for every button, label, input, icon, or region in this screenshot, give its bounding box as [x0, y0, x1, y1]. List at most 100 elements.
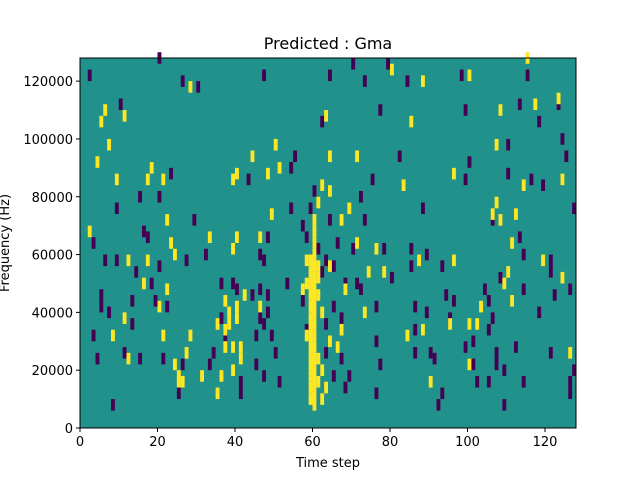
low-cell [324, 318, 329, 330]
low-cell [548, 254, 553, 267]
low-cell [246, 173, 251, 186]
high-cell [300, 283, 305, 296]
high-cell [223, 323, 228, 336]
low-cell [130, 295, 135, 307]
low-cell [153, 295, 158, 307]
high-cell [475, 318, 480, 330]
high-cell [308, 358, 313, 371]
low-cell [312, 185, 317, 197]
low-cell [343, 381, 348, 394]
high-cell [339, 323, 344, 336]
high-cell [428, 375, 433, 388]
high-cell [494, 138, 499, 151]
low-cell [475, 375, 480, 388]
high-cell [231, 364, 236, 376]
low-cell [114, 202, 119, 215]
high-cell [87, 225, 92, 238]
low-cell [436, 399, 441, 411]
low-cell [413, 347, 418, 359]
high-cell [235, 167, 239, 180]
low-cell [192, 214, 197, 226]
low-cell [184, 254, 189, 267]
low-cell [114, 254, 119, 267]
low-cell [409, 243, 414, 255]
high-cell [149, 162, 154, 174]
low-cell [99, 300, 104, 313]
high-cell [145, 173, 150, 186]
low-cell [541, 179, 546, 191]
low-cell [145, 231, 150, 243]
low-cell [494, 358, 499, 371]
x-tick-label: 0 [76, 435, 84, 450]
high-cell [107, 138, 112, 151]
low-cell [413, 323, 418, 336]
high-cell [328, 150, 332, 163]
low-cell [316, 243, 321, 255]
high-cell [111, 329, 115, 342]
high-cell [312, 225, 317, 238]
high-cell [258, 300, 263, 313]
low-cell [250, 289, 255, 301]
x-tick-label: 60 [304, 435, 321, 450]
low-cell [502, 399, 507, 411]
high-cell [347, 202, 352, 215]
high-cell [173, 358, 177, 371]
high-cell [266, 167, 270, 180]
high-cell [343, 283, 348, 296]
high-cell [188, 329, 193, 342]
x-tick-label: 100 [455, 435, 480, 450]
x-tick-label: 40 [227, 435, 244, 450]
low-cell [486, 295, 491, 307]
high-cell [320, 179, 325, 191]
high-cell [238, 352, 243, 365]
low-cell [254, 358, 259, 371]
low-cell [440, 387, 445, 400]
high-cell [312, 341, 317, 353]
high-cell [304, 329, 309, 342]
low-cell [211, 347, 216, 359]
low-cell [219, 277, 224, 290]
high-cell [308, 347, 313, 359]
low-cell [138, 190, 143, 203]
high-cell [223, 295, 228, 307]
low-cell [266, 289, 270, 301]
low-cell [169, 167, 174, 180]
low-cell [324, 347, 329, 359]
high-cell [200, 370, 205, 382]
high-cell [304, 277, 309, 290]
high-cell [498, 104, 503, 116]
low-cell [157, 190, 162, 203]
low-cell [471, 335, 476, 348]
low-cell [339, 352, 344, 365]
low-cell [238, 375, 243, 388]
high-cell [184, 347, 189, 359]
high-cell [467, 358, 472, 371]
low-cell [521, 283, 526, 296]
low-cell [572, 364, 577, 376]
high-cell [452, 167, 456, 180]
low-cell [440, 260, 445, 272]
low-cell [142, 225, 146, 238]
low-cell [328, 214, 332, 226]
high-cell [328, 260, 332, 272]
high-cell [541, 254, 546, 267]
high-cell [316, 196, 321, 209]
high-cell [273, 138, 278, 151]
low-cell [351, 58, 356, 70]
high-cell [312, 214, 317, 226]
low-cell [91, 237, 96, 249]
low-cell [289, 202, 294, 215]
low-cell [138, 352, 143, 365]
high-cell [227, 318, 232, 330]
low-cell [548, 347, 553, 359]
y-tick-label: 0 [65, 422, 73, 437]
high-cell [421, 75, 425, 87]
low-cell [328, 69, 332, 82]
high-cell [316, 260, 321, 272]
high-cell [312, 352, 317, 365]
low-cell [196, 81, 201, 93]
low-cell [382, 243, 387, 255]
high-cell [498, 214, 503, 226]
low-cell [525, 69, 530, 82]
